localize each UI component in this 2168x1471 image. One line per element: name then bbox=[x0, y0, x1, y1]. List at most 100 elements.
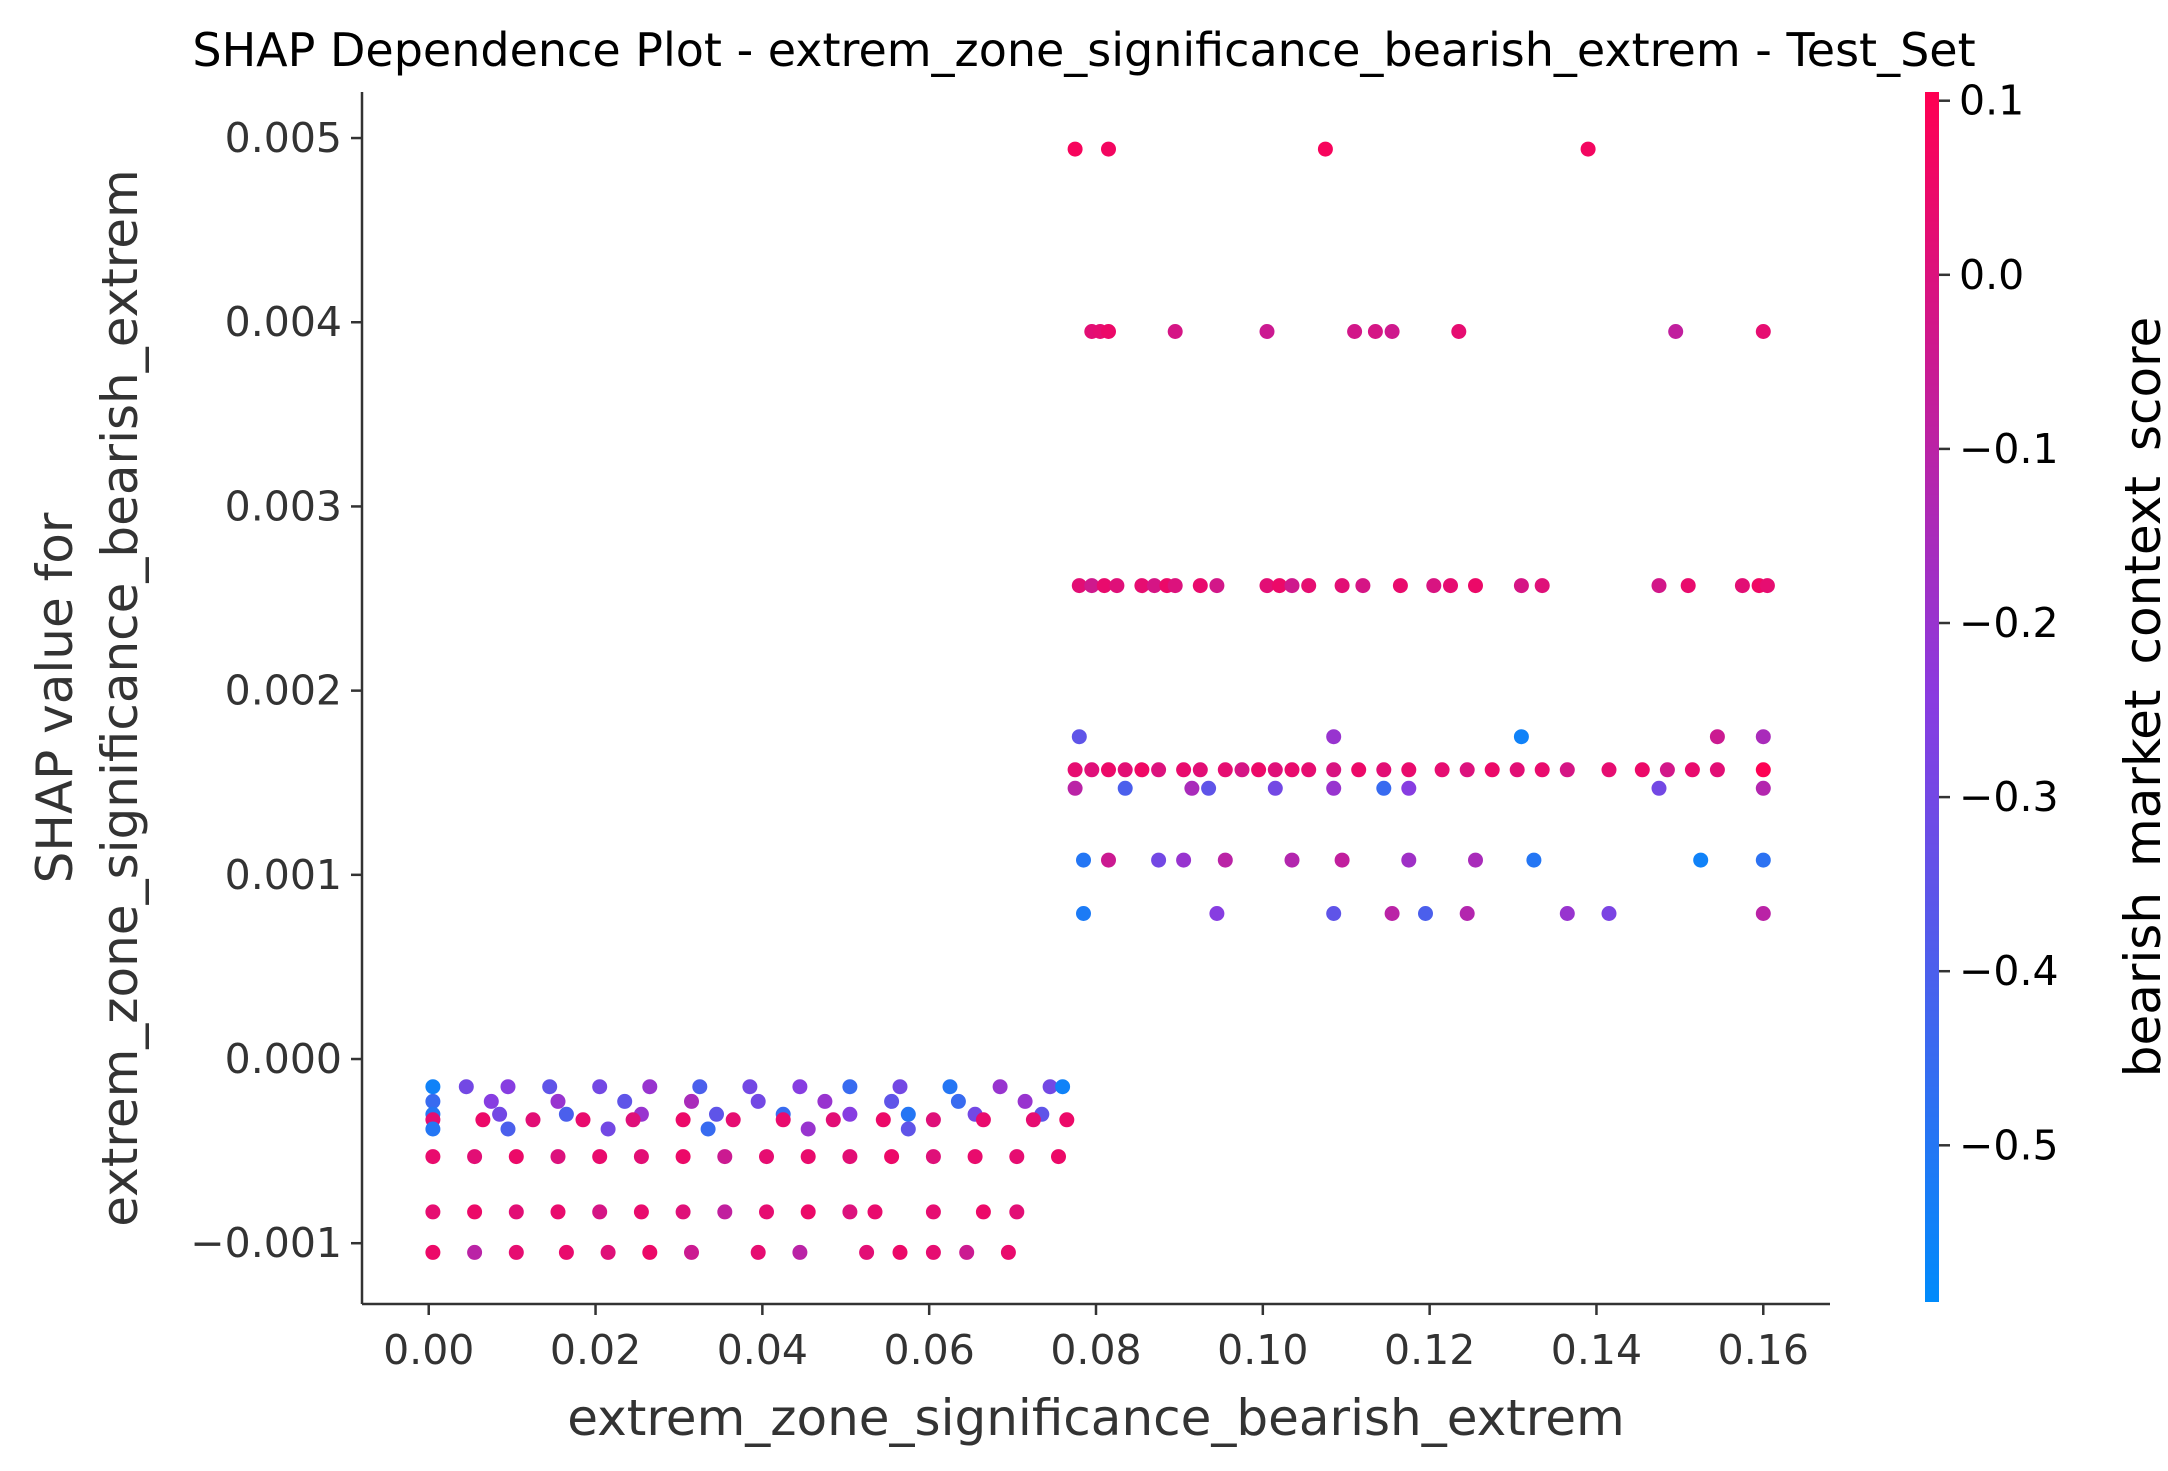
scatter-point bbox=[950, 1093, 966, 1109]
y-tick-label: 0.000 bbox=[225, 1035, 342, 1083]
colorbar-ticks: 0.1 0.0 −0.1 −0.2 −0.3 −0.4 −0.5 bbox=[1939, 77, 2059, 1169]
scatter-point bbox=[1580, 141, 1596, 157]
scatter-point bbox=[1071, 578, 1087, 594]
scatter-point bbox=[1259, 324, 1275, 339]
scatter-point bbox=[925, 1149, 941, 1165]
scatter-point bbox=[1459, 762, 1475, 778]
x-axis-label: extrem_zone_significance_bearish_extrem bbox=[567, 1389, 1624, 1447]
scatter-point bbox=[1301, 762, 1317, 778]
scatter-point bbox=[884, 1149, 900, 1165]
scatter-point bbox=[792, 1079, 808, 1095]
scatter-point bbox=[558, 1244, 574, 1260]
scatter-point bbox=[1709, 729, 1725, 745]
scatter-point bbox=[725, 1112, 741, 1128]
colorbar-tick-label: −0.2 bbox=[1959, 599, 2059, 647]
scatter-point bbox=[1526, 852, 1542, 868]
scatter-point bbox=[1513, 578, 1529, 594]
scatter-point bbox=[1468, 578, 1483, 594]
scatter-point bbox=[1367, 324, 1383, 339]
scatter-point bbox=[642, 1079, 658, 1095]
scatter-point bbox=[1347, 324, 1363, 339]
scatter-point bbox=[475, 1112, 491, 1128]
scatter-point bbox=[1059, 1112, 1075, 1128]
scatter-point bbox=[1680, 578, 1696, 594]
scatter-point bbox=[717, 1204, 733, 1220]
scatter-point bbox=[1284, 578, 1300, 594]
scatter-point bbox=[817, 1093, 833, 1109]
scatter-point bbox=[1076, 906, 1091, 921]
scatter-point bbox=[1146, 578, 1162, 594]
scatter-point bbox=[842, 1106, 858, 1122]
scatter-point bbox=[842, 1079, 858, 1095]
scatter-point bbox=[558, 1106, 574, 1122]
scatter-point bbox=[1401, 780, 1417, 796]
scatter-point bbox=[1334, 852, 1350, 868]
scatter-point bbox=[900, 1121, 916, 1137]
scatter-point bbox=[1176, 852, 1192, 868]
colorbar bbox=[1925, 92, 1939, 1302]
scatter-point bbox=[1067, 141, 1083, 157]
scatter-point bbox=[525, 1112, 541, 1128]
scatter-point bbox=[500, 1079, 516, 1095]
scatter-point bbox=[425, 1121, 441, 1137]
scatter-point bbox=[492, 1106, 508, 1122]
scatter-point bbox=[1055, 1079, 1071, 1095]
scatter-point bbox=[750, 1093, 766, 1109]
scatter-point bbox=[1217, 852, 1233, 868]
colorbar-label: bearish_market_context_score bbox=[2114, 317, 2168, 1078]
scatter-point bbox=[1259, 578, 1275, 594]
scatter-point bbox=[759, 1149, 774, 1165]
y-tick-label: 0.005 bbox=[225, 114, 342, 162]
scatter-point bbox=[709, 1106, 724, 1122]
scatter-point bbox=[508, 1244, 524, 1260]
scatter-point bbox=[1176, 762, 1192, 778]
scatter-point bbox=[1134, 762, 1150, 778]
scatter-point bbox=[1234, 762, 1250, 778]
scatter-point bbox=[1734, 578, 1750, 594]
scatter-point bbox=[1468, 852, 1483, 868]
scatter-point bbox=[1355, 578, 1371, 594]
scatter-point bbox=[1071, 729, 1087, 745]
x-tick-label: 0.08 bbox=[1050, 1326, 1141, 1374]
scatter-point bbox=[1134, 578, 1150, 594]
x-tick-label: 0.16 bbox=[1718, 1326, 1809, 1374]
scatter-point bbox=[975, 1204, 991, 1220]
scatter-point bbox=[942, 1079, 958, 1095]
scatter-point bbox=[1759, 578, 1775, 594]
chart-title: SHAP Dependence Plot - extrem_zone_signi… bbox=[192, 23, 1975, 77]
scatter-point bbox=[717, 1149, 733, 1165]
scatter-point bbox=[1167, 578, 1183, 594]
colorbar-tick-label: 0.0 bbox=[1959, 251, 2024, 299]
scatter-point bbox=[508, 1204, 524, 1220]
scatter-point bbox=[1651, 780, 1667, 796]
scatter-point bbox=[1418, 906, 1433, 921]
scatter-point bbox=[1101, 324, 1116, 339]
y-tick-label: 0.002 bbox=[225, 667, 342, 715]
y-axis-label-line2: extrem_zone_significance_bearish_extrem bbox=[91, 169, 149, 1226]
colorbar-tick-label: −0.5 bbox=[1959, 1121, 2059, 1169]
scatter-point bbox=[1326, 906, 1342, 921]
scatter-point bbox=[867, 1204, 883, 1220]
scatter-point bbox=[959, 1244, 975, 1260]
x-tick-label: 0.02 bbox=[550, 1326, 641, 1374]
scatter-point bbox=[1443, 578, 1458, 594]
scatter-point bbox=[550, 1093, 566, 1109]
scatter-point bbox=[1659, 762, 1675, 778]
scatter-point bbox=[892, 1244, 908, 1260]
scatter-point bbox=[892, 1079, 908, 1095]
scatter-point bbox=[550, 1204, 566, 1220]
scatter-point bbox=[467, 1204, 483, 1220]
scatter-point bbox=[633, 1204, 649, 1220]
scatter-point bbox=[1067, 762, 1083, 778]
scatter-point bbox=[617, 1093, 633, 1109]
scatter-point bbox=[1184, 780, 1200, 796]
scatter-point bbox=[600, 1121, 616, 1137]
scatter-point bbox=[1484, 762, 1500, 778]
x-tick-label: 0.00 bbox=[383, 1326, 474, 1374]
scatter-point bbox=[508, 1149, 524, 1165]
scatter-point bbox=[859, 1244, 875, 1260]
scatter-point bbox=[1209, 906, 1225, 921]
scatter-point bbox=[800, 1204, 816, 1220]
scatter-point bbox=[742, 1079, 758, 1095]
